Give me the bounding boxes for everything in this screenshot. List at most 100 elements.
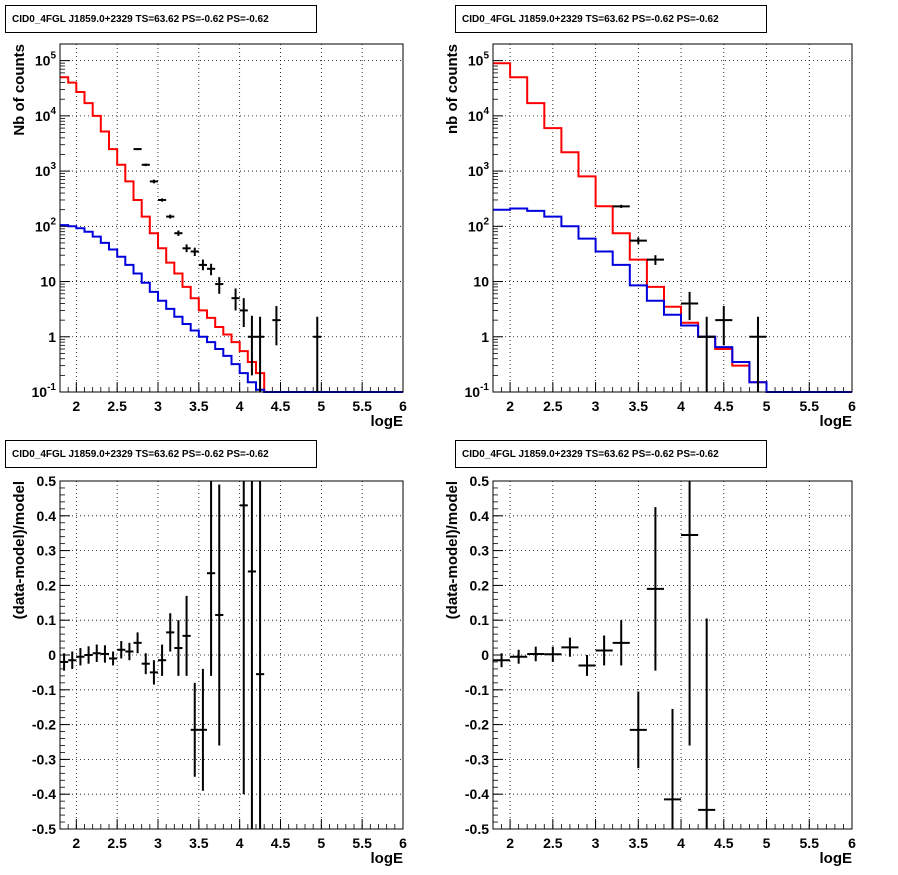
y-tick-label: -0.1 (32, 682, 56, 698)
chart-title: CID0_4FGL J1859.0+2329 TS=63.62 PS=-0.62… (455, 5, 767, 33)
data-point (247, 315, 256, 376)
y-tick-label: -0.4 (465, 786, 489, 802)
x-tick-label: 3.5 (189, 398, 209, 414)
x-tick-label: 5 (763, 835, 771, 851)
x-tick-label: 5 (317, 398, 325, 414)
x-tick-label: 3.5 (189, 835, 209, 851)
y-tick-label: 10-1 (465, 382, 490, 400)
x-tick-label: 2.5 (107, 398, 127, 414)
data-point (198, 259, 207, 271)
y-tick-label: -0.3 (32, 751, 56, 767)
y-tick-label: 0.2 (37, 577, 57, 593)
data-point (493, 653, 511, 668)
y-tick-label: 1 (48, 329, 56, 345)
data-point (629, 691, 647, 769)
x-tick-label: 2 (506, 835, 514, 851)
chart-title: CID0_4FGL J1859.0+2329 TS=63.62 PS=-0.62… (5, 5, 317, 33)
y-tick-label: 0.1 (37, 612, 57, 628)
y-tick-label: 103 (35, 161, 57, 179)
y-tick-label: -0.3 (465, 751, 489, 767)
data-point (117, 641, 126, 659)
x-tick-label: 5.5 (352, 835, 372, 851)
x-tick-label: 4 (677, 398, 685, 414)
data-point (207, 481, 216, 676)
data-point (182, 244, 191, 253)
y-tick-label: 0.4 (470, 508, 490, 524)
x-tick-label: 6 (848, 835, 856, 851)
data-point (313, 316, 322, 392)
y-tick-label: 0.1 (470, 612, 490, 628)
y-tick-label: 105 (468, 51, 490, 69)
x-axis-label: logE (820, 850, 853, 867)
y-tick-label: 104 (468, 106, 490, 124)
y-tick-label: 0.5 (470, 473, 490, 489)
y-tick-label: 104 (35, 106, 57, 124)
data-point (190, 682, 199, 777)
x-axis-label: logE (820, 413, 853, 430)
data-point (663, 708, 682, 829)
y-tick-label: 0 (48, 647, 56, 663)
data-point (68, 651, 77, 669)
x-tick-label: 5.5 (800, 398, 820, 414)
data-point (646, 255, 664, 265)
data-layer (60, 481, 265, 829)
data-point (125, 642, 134, 661)
y-tick-label: 102 (468, 216, 490, 234)
x-tick-label: 4 (677, 835, 685, 851)
x-tick-label: 3 (592, 835, 600, 851)
data-point (60, 653, 69, 671)
x-tick-label: 2.5 (107, 835, 127, 851)
x-tick-label: 3 (592, 398, 600, 414)
plot-area (60, 481, 403, 829)
data-point (231, 288, 240, 311)
y-tick-label: 0.2 (470, 577, 490, 593)
data-point (578, 655, 596, 676)
data-point (561, 637, 579, 657)
data-point (544, 646, 562, 662)
y-tick-label: -0.2 (465, 717, 489, 733)
x-tick-label: 4.5 (714, 835, 734, 851)
data-point (698, 618, 716, 829)
x-tick-label: 2.5 (543, 398, 563, 414)
x-tick-label: 2 (72, 398, 80, 414)
x-tick-label: 4.5 (714, 398, 734, 414)
data-point (109, 651, 118, 666)
data-point (141, 163, 150, 167)
y-tick-label: -0.5 (32, 821, 56, 837)
data-point (239, 481, 248, 795)
x-tick-label: 6 (399, 835, 407, 851)
y-tick-label: -0.2 (32, 717, 56, 733)
x-tick-label: 3 (154, 835, 162, 851)
x-tick-label: 6 (399, 398, 407, 414)
data-point (166, 613, 175, 652)
y-tick-label: 0.5 (37, 473, 57, 489)
y-tick-label: 0 (481, 647, 489, 663)
y-tick-label: 10-1 (32, 382, 57, 400)
plot-frame (492, 480, 853, 830)
y-tick-label: 0.3 (470, 543, 490, 559)
data-point (100, 645, 109, 663)
data-point (612, 620, 630, 666)
data-point (133, 632, 142, 654)
x-tick-label: 4 (236, 835, 244, 851)
x-tick-label: 5 (317, 835, 325, 851)
x-tick-label: 2.5 (543, 835, 563, 851)
data-point (681, 481, 699, 746)
chart-title: CID0_4FGL J1859.0+2329 TS=63.62 PS=-0.62… (5, 440, 317, 468)
y-axis-label: (data-model)/model (11, 481, 28, 619)
data-point (272, 306, 281, 346)
x-tick-label: 3 (154, 398, 162, 414)
data-point (92, 644, 101, 662)
data-point (182, 595, 191, 676)
data-point (76, 648, 85, 666)
data-point (84, 646, 93, 664)
plot-frame (59, 43, 404, 393)
x-tick-label: 2 (72, 835, 80, 851)
chart-title: CID0_4FGL J1859.0+2329 TS=63.62 PS=-0.62… (455, 440, 767, 468)
data-point (198, 668, 207, 791)
data-point (629, 237, 647, 244)
y-tick-label: 10 (473, 274, 489, 290)
x-tick-label: 4 (236, 398, 244, 414)
data-point (646, 507, 664, 671)
y-axis-label: Nb of counts (11, 44, 28, 136)
